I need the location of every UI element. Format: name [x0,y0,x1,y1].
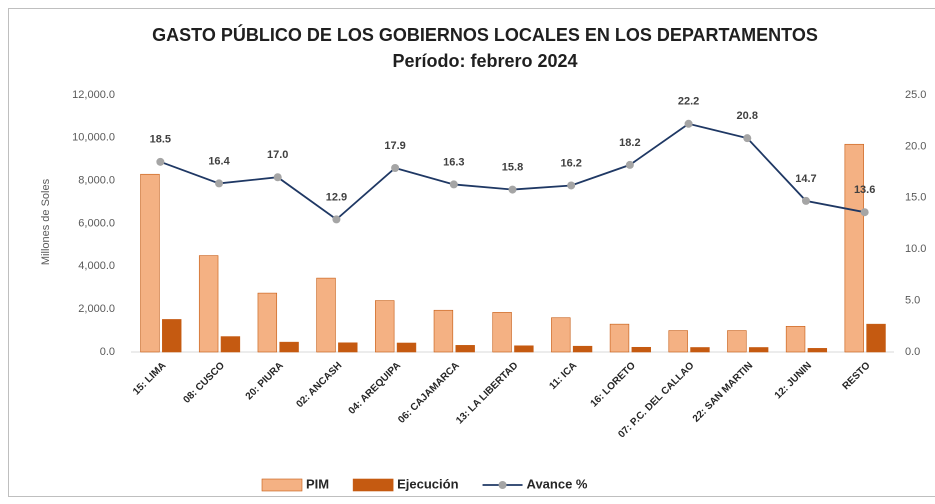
bar [572,345,593,353]
bar [455,345,475,353]
value-label: 16.3 [443,156,464,168]
marker [449,180,458,189]
marker [801,196,810,205]
y2-tick-label: 0.0 [905,346,920,358]
marker [156,157,165,166]
y-axis-label: Millones de Soles [40,178,52,265]
marker [860,208,869,217]
chart-border [8,8,935,497]
marker [567,181,576,190]
bar [727,330,747,353]
y-tick-label: 8,000.0 [78,175,115,187]
bar [279,341,299,353]
value-label: 18.5 [150,134,171,146]
y2-tick-label: 25.0 [905,89,926,101]
marker [625,160,634,169]
marker [273,173,282,182]
y-tick-label: 6,000.0 [78,217,115,229]
y-tick-label: 12,000.0 [72,89,115,101]
bar [807,348,828,353]
y2-tick-label: 20.0 [905,140,926,152]
value-label: 16.2 [560,157,581,169]
bar [257,292,278,353]
legend-swatch [261,478,303,492]
y-tick-label: 2,000.0 [78,303,115,315]
value-label: 17.9 [384,140,405,152]
marker [391,163,400,172]
marker [684,119,693,128]
bar [162,319,182,353]
marker [743,134,752,143]
y-tick-label: 0.0 [100,346,115,358]
chart-title: GASTO PÚBLICO DE LOS GOBIERNOS LOCALES E… [152,24,818,45]
bar [631,346,651,353]
value-label: 12.9 [326,191,347,203]
chart-subtitle: Período: febrero 2024 [392,51,577,71]
marker [508,185,517,194]
bar [514,345,534,353]
y-tick-label: 4,000.0 [78,260,115,272]
bar [551,317,571,353]
bar [690,347,710,353]
marker [332,215,341,224]
bar [396,342,417,353]
bar [198,255,219,353]
value-label: 13.6 [854,184,875,196]
legend-label: Ejecución [397,476,458,491]
bar [140,173,160,353]
value-label: 17.0 [267,149,288,161]
bar [785,325,806,353]
bar [609,323,630,353]
y2-tick-label: 10.0 [905,243,926,255]
value-label: 22.2 [678,96,699,108]
y-tick-label: 10,000.0 [72,132,115,144]
bar [316,277,336,353]
legend-label: PIM [306,476,329,491]
legend-swatch [352,478,394,492]
value-label: 14.7 [795,173,816,185]
y2-tick-label: 5.0 [905,295,920,307]
value-label: 18.2 [619,137,640,149]
bar [866,323,886,353]
bar [220,336,241,353]
legend-label: Avance % [527,476,588,491]
y2-tick-label: 15.0 [905,192,926,204]
marker [215,179,224,188]
bar [748,347,769,353]
bar [844,143,864,353]
legend-marker [498,481,507,489]
bar [375,300,395,353]
bar [338,342,358,353]
value-label: 20.8 [737,110,758,122]
value-label: 16.4 [208,155,230,167]
value-label: 15.8 [502,161,523,173]
bar [433,309,454,353]
bar [668,330,688,353]
bar [492,312,512,353]
